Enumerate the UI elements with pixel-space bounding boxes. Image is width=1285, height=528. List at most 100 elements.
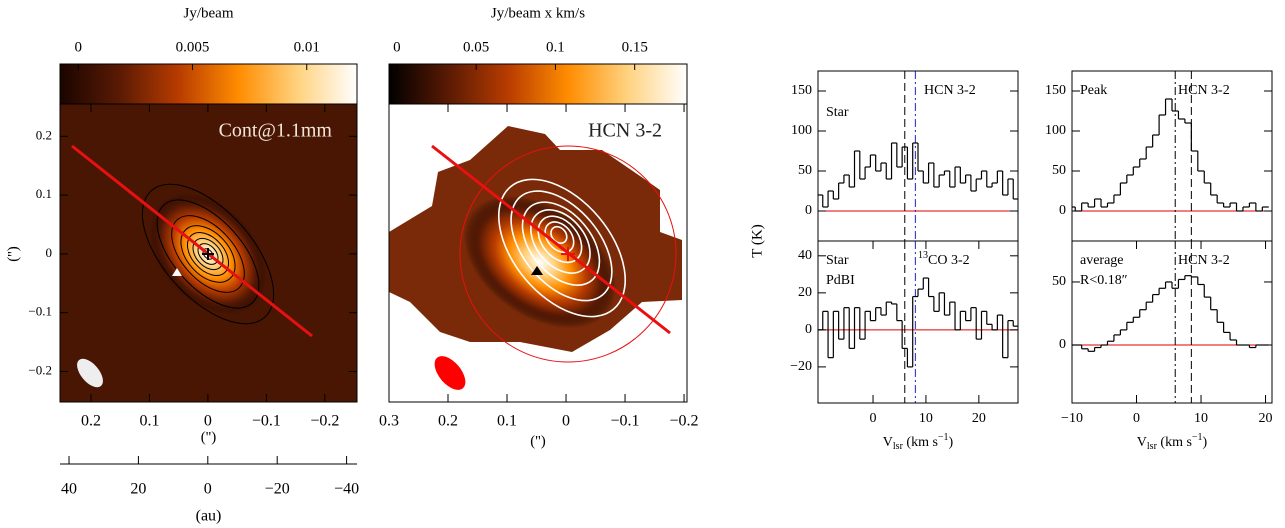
y-tick-label: 100 [791,123,812,138]
label-sup: −1 [938,432,949,443]
contour [497,178,627,318]
y-tick-label: 20 [798,285,812,300]
label-text: PdBI [826,273,855,288]
beam [434,356,466,390]
label-main: V [883,435,893,450]
label-unit: (km s [1157,435,1192,450]
y-tick-label: 0 [46,245,53,260]
y-tick-label: 0 [805,322,812,337]
label-text: average [1080,253,1124,268]
x-tick-label: −0.1 [252,413,281,430]
x-tick-label: −0.2 [670,413,699,430]
label-text: Star [826,105,849,120]
label-main: V [1137,435,1147,450]
panel-label: R<0.18″ [1080,273,1128,288]
colorbar-tick-label: 0.1 [546,39,565,55]
x-tick-label: 10 [1194,411,1208,426]
contour [141,183,275,325]
x-tick-label: −10 [1061,411,1083,426]
label-sup: −1 [1192,432,1203,443]
contour [550,225,568,244]
y-tick-label: 0 [805,203,812,218]
au-tick-label: 20 [130,481,146,498]
beam [77,358,103,388]
panel-label: HCN 3-2 [1178,253,1230,268]
contour [192,237,224,271]
x-tick-label: 0 [870,411,877,426]
contour [521,201,601,286]
y-axis-label: ('') [5,246,21,261]
contour [171,215,245,293]
colorbar-tick-label: 0.01 [294,39,320,55]
label-text: HCN 3-2 [1178,83,1230,98]
au-axis-label: (au) [196,508,222,525]
x-tick-label: 0.3 [379,413,399,430]
x-tick-label: 0.1 [139,413,159,430]
colorbar-label: Jy/beam [184,5,234,21]
x-tick-label: 0.2 [81,413,101,430]
au-tick-label: 0 [204,481,212,498]
panel-label: HCN 3-2 [1178,83,1230,98]
peak-cross [561,247,575,261]
panel-frame [1071,240,1273,404]
y-axis-label: T (K) [749,224,765,257]
colorbar-tick-label: 0 [75,39,83,55]
au-tick-label: −40 [334,481,359,498]
panel-label: Peak [1080,83,1107,98]
x-tick-label: 0 [562,413,570,430]
map [60,104,357,402]
plot [1072,71,1272,241]
panel-label: PdBI [826,273,855,288]
cut-line [71,144,313,338]
colorbar [388,63,688,105]
y-tick-label: −0.1 [28,304,52,319]
contour [544,221,575,254]
y-tick-label: 50 [1052,163,1066,178]
label-unit: (km s [903,435,938,450]
colorbar [59,63,358,105]
y-tick-label: −20 [790,359,812,374]
x-tick-label: −0.2 [310,413,339,430]
x-tick-label: 20 [972,411,986,426]
label-text: Peak [1080,83,1107,98]
star-marker [172,268,182,276]
y-tick-label: 150 [791,83,812,98]
x-tick-label: 0.2 [438,413,458,430]
y-tick-label: 150 [1045,83,1066,98]
map-frame [388,103,688,403]
label-text: R<0.18″ [1080,273,1128,288]
label-close: ) [1203,435,1208,450]
label-sub: lsr [893,441,904,452]
x-tick-label: 0 [204,413,212,430]
annotation: HCN 3-2 [588,120,662,142]
peak-cross [202,248,214,260]
colorbar-tick-label: 0.05 [463,39,489,55]
x-axis-label: Vlsr (km s−1) [1137,432,1208,452]
y-tick-label: 100 [1045,123,1066,138]
label-text: CO 3-2 [928,253,970,268]
y-tick-label: 0.1 [36,186,52,201]
superscript: 13 [918,250,928,261]
map [389,104,687,402]
colorbar-tick-label: 0.15 [622,39,648,55]
panel-label: average [1080,253,1124,268]
y-tick-label: 0.2 [36,127,52,142]
y-tick-label: −0.2 [28,362,52,377]
emission [463,195,617,329]
y-tick-label: 0 [1059,337,1066,352]
au-tick-label: 40 [61,481,77,498]
contour [180,225,236,283]
x-axis-label: Vlsr (km s−1) [883,432,954,452]
map-frame [59,103,358,403]
plot [1072,241,1272,403]
plot [818,241,1018,403]
aperture [459,145,677,363]
y-tick-label: 50 [798,163,812,178]
x-tick-label: 0 [1133,411,1140,426]
x-tick-label: 0.1 [497,413,517,430]
label-text: HCN 3-2 [924,83,976,98]
contour [197,243,219,265]
x-axis-label: ('') [530,433,545,449]
x-tick-label: 20 [1259,411,1273,426]
